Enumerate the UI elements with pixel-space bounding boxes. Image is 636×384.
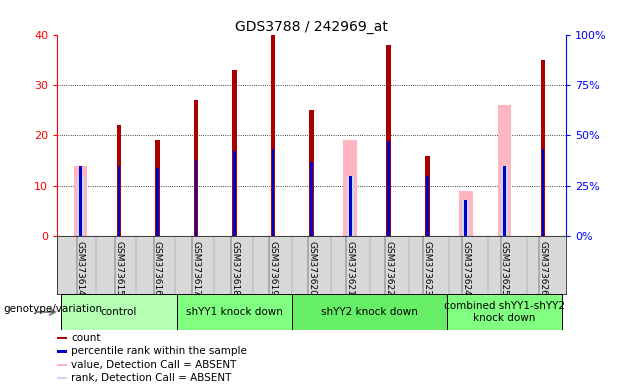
Bar [232, 70, 237, 236]
Text: GSM373614: GSM373614 [76, 241, 85, 296]
Text: genotype/variation: genotype/variation [3, 304, 102, 314]
Text: GSM373624: GSM373624 [461, 241, 470, 296]
Bar [446, 294, 562, 330]
Text: GSM373626: GSM373626 [539, 241, 548, 296]
Bar [155, 141, 160, 236]
Bar [194, 100, 198, 236]
Text: GSM373617: GSM373617 [191, 241, 200, 296]
Bar [77, 176, 84, 236]
Bar [387, 45, 391, 236]
Text: GSM373622: GSM373622 [384, 241, 393, 296]
Bar [74, 166, 87, 236]
Bar [233, 152, 236, 236]
Bar [57, 350, 67, 353]
Text: GSM373616: GSM373616 [153, 241, 162, 296]
Bar [156, 168, 159, 236]
Text: value, Detection Call = ABSENT: value, Detection Call = ABSENT [71, 360, 237, 370]
Bar [541, 60, 545, 236]
Bar [349, 176, 352, 236]
Bar [343, 141, 357, 236]
Bar [57, 364, 67, 366]
Text: GSM373615: GSM373615 [114, 241, 123, 296]
Text: percentile rank within the sample: percentile rank within the sample [71, 346, 247, 356]
Text: GSM373625: GSM373625 [500, 241, 509, 296]
Bar [501, 166, 508, 236]
Bar [387, 141, 390, 236]
Text: shYY1 knock down: shYY1 knock down [186, 307, 283, 317]
Bar [459, 191, 473, 236]
Bar [462, 201, 469, 236]
Bar [272, 149, 275, 236]
Title: GDS3788 / 242969_at: GDS3788 / 242969_at [235, 20, 388, 33]
Text: GSM373618: GSM373618 [230, 241, 239, 296]
Text: control: control [100, 307, 137, 317]
Bar [497, 105, 511, 236]
Bar [195, 160, 197, 236]
Bar [309, 110, 314, 236]
Text: GSM373623: GSM373623 [423, 241, 432, 296]
Text: GSM373621: GSM373621 [346, 241, 355, 296]
Bar [425, 156, 429, 236]
Text: combined shYY1-shYY2
knock down: combined shYY1-shYY2 knock down [444, 301, 565, 323]
Text: GSM373620: GSM373620 [307, 241, 316, 296]
Bar [426, 176, 429, 236]
Text: rank, Detection Call = ABSENT: rank, Detection Call = ABSENT [71, 373, 232, 383]
Bar [79, 166, 81, 236]
Bar [57, 337, 67, 339]
Text: GSM373619: GSM373619 [268, 241, 277, 296]
Bar [293, 294, 446, 330]
Bar [177, 294, 293, 330]
Bar [347, 176, 354, 236]
Bar [464, 200, 467, 236]
Bar [310, 162, 313, 236]
Bar [118, 166, 120, 236]
Bar [61, 294, 177, 330]
Bar [542, 149, 544, 236]
Bar [271, 35, 275, 236]
Text: shYY2 knock down: shYY2 knock down [321, 307, 418, 317]
Text: count: count [71, 333, 100, 343]
Bar [116, 125, 121, 236]
Bar [57, 377, 67, 379]
Bar [503, 166, 506, 236]
